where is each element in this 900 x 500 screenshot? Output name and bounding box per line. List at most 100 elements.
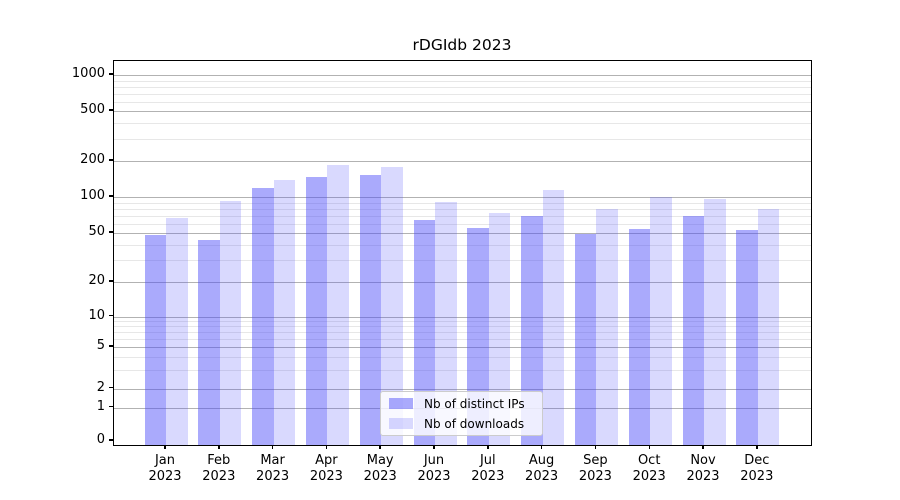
gridline-minor — [114, 357, 811, 359]
x-tick-mark — [648, 445, 650, 449]
bar-distinct-ips — [682, 216, 704, 445]
bar-downloads — [596, 209, 618, 445]
x-tick-label: May 2023 — [363, 453, 397, 484]
x-tick-label: Apr 2023 — [309, 453, 343, 484]
y-tick-label: 100 — [80, 188, 105, 203]
y-tick-mark — [109, 231, 113, 233]
gridline-major — [114, 75, 811, 76]
legend: Nb of distinct IPs Nb of downloads — [380, 391, 543, 436]
x-tick-label: Jan 2023 — [148, 453, 182, 484]
gridline-major — [114, 197, 811, 198]
x-tick-label: Aug 2023 — [525, 453, 559, 484]
x-tick-mark — [379, 445, 381, 449]
gridline-minor — [114, 326, 811, 328]
legend-swatch — [389, 398, 413, 409]
x-tick-label: Jul 2023 — [471, 453, 505, 484]
gridline-minor — [114, 260, 811, 262]
x-tick-mark — [487, 445, 489, 449]
y-tick-mark — [109, 109, 113, 111]
gridline-minor — [114, 332, 811, 334]
y-tick-label: 200 — [80, 152, 105, 167]
x-tick-label: Oct 2023 — [632, 453, 666, 484]
x-tick-mark — [164, 445, 166, 449]
bar-downloads — [757, 208, 780, 445]
y-tick-mark — [109, 345, 113, 347]
gridline-major — [114, 161, 811, 162]
x-tick-mark — [594, 445, 597, 449]
legend-label: Nb of distinct IPs — [424, 396, 525, 411]
gridline-minor — [114, 370, 811, 372]
y-tick-mark — [109, 280, 113, 282]
gridline-minor — [114, 223, 811, 225]
y-tick-label: 5 — [96, 338, 105, 353]
gridline-major — [114, 316, 811, 318]
x-tick-label: Feb 2023 — [202, 453, 236, 484]
gridline-major — [114, 233, 811, 234]
bar-distinct-ips — [144, 235, 166, 445]
x-tick-mark — [218, 445, 220, 449]
gridline-minor — [114, 80, 811, 82]
gridline-minor — [114, 208, 811, 210]
gridline-major — [114, 282, 811, 283]
y-tick-label: 0 — [96, 432, 105, 448]
gridline-minor — [114, 202, 811, 204]
bar-downloads — [542, 189, 565, 445]
legend-label: Nb of downloads — [424, 416, 525, 431]
bar-downloads — [273, 179, 296, 445]
bar-distinct-ips — [574, 234, 597, 445]
bar-downloads — [166, 217, 188, 445]
x-tick-label: Dec 2023 — [740, 453, 774, 484]
bar-distinct-ips — [359, 175, 382, 445]
bar-downloads — [435, 201, 457, 445]
bar-downloads — [327, 165, 349, 445]
gridline-major — [114, 111, 811, 112]
x-tick-mark — [433, 445, 435, 449]
x-tick-mark — [756, 445, 758, 449]
x-tick-mark — [271, 445, 274, 449]
bar-downloads — [704, 198, 726, 445]
y-tick-mark — [109, 386, 113, 389]
y-tick-mark — [109, 439, 113, 441]
y-tick-mark — [109, 159, 113, 161]
gridline-minor — [114, 215, 811, 217]
gridline-minor — [114, 244, 811, 246]
legend-item: Nb of distinct IPs — [381, 395, 542, 412]
plot-area — [113, 60, 812, 446]
x-tick-label: Mar 2023 — [256, 453, 290, 484]
bar-downloads — [381, 167, 403, 445]
gridline-major — [114, 347, 811, 348]
gridline-minor — [114, 321, 811, 323]
gridline-minor — [114, 101, 811, 103]
y-tick-mark — [109, 314, 113, 317]
bar-distinct-ips — [305, 177, 328, 445]
y-tick-mark — [109, 405, 113, 408]
y-tick-label: 2 — [96, 379, 105, 395]
bar-downloads — [650, 197, 672, 445]
bar-distinct-ips — [413, 220, 435, 445]
x-tick-mark — [540, 445, 543, 449]
legend-item: Nb of downloads — [381, 415, 542, 432]
bar-distinct-ips — [467, 228, 489, 445]
x-tick-label: Nov 2023 — [686, 453, 720, 484]
y-tick-label: 20 — [88, 273, 105, 288]
y-tick-label: 10 — [88, 307, 105, 323]
x-tick-label: Jun 2023 — [417, 453, 451, 484]
bar-distinct-ips — [521, 215, 543, 445]
y-tick-label: 1000 — [71, 66, 105, 81]
gridline-minor — [114, 86, 811, 88]
bar-distinct-ips — [252, 187, 274, 445]
chart-title: rDGIdb 2023 — [412, 36, 512, 54]
gridline-minor — [114, 339, 811, 340]
x-tick-mark — [702, 445, 704, 449]
y-tick-label: 500 — [80, 102, 105, 117]
bar-distinct-ips — [198, 239, 220, 445]
x-tick-label: Sep 2023 — [578, 453, 612, 484]
bar-downloads — [219, 201, 242, 445]
bar-downloads — [488, 212, 511, 445]
y-tick-label: 50 — [88, 224, 105, 239]
y-tick-mark — [109, 195, 113, 197]
bar-distinct-ips — [736, 230, 758, 445]
gridline-minor — [114, 93, 811, 95]
y-tick-mark — [109, 73, 113, 75]
